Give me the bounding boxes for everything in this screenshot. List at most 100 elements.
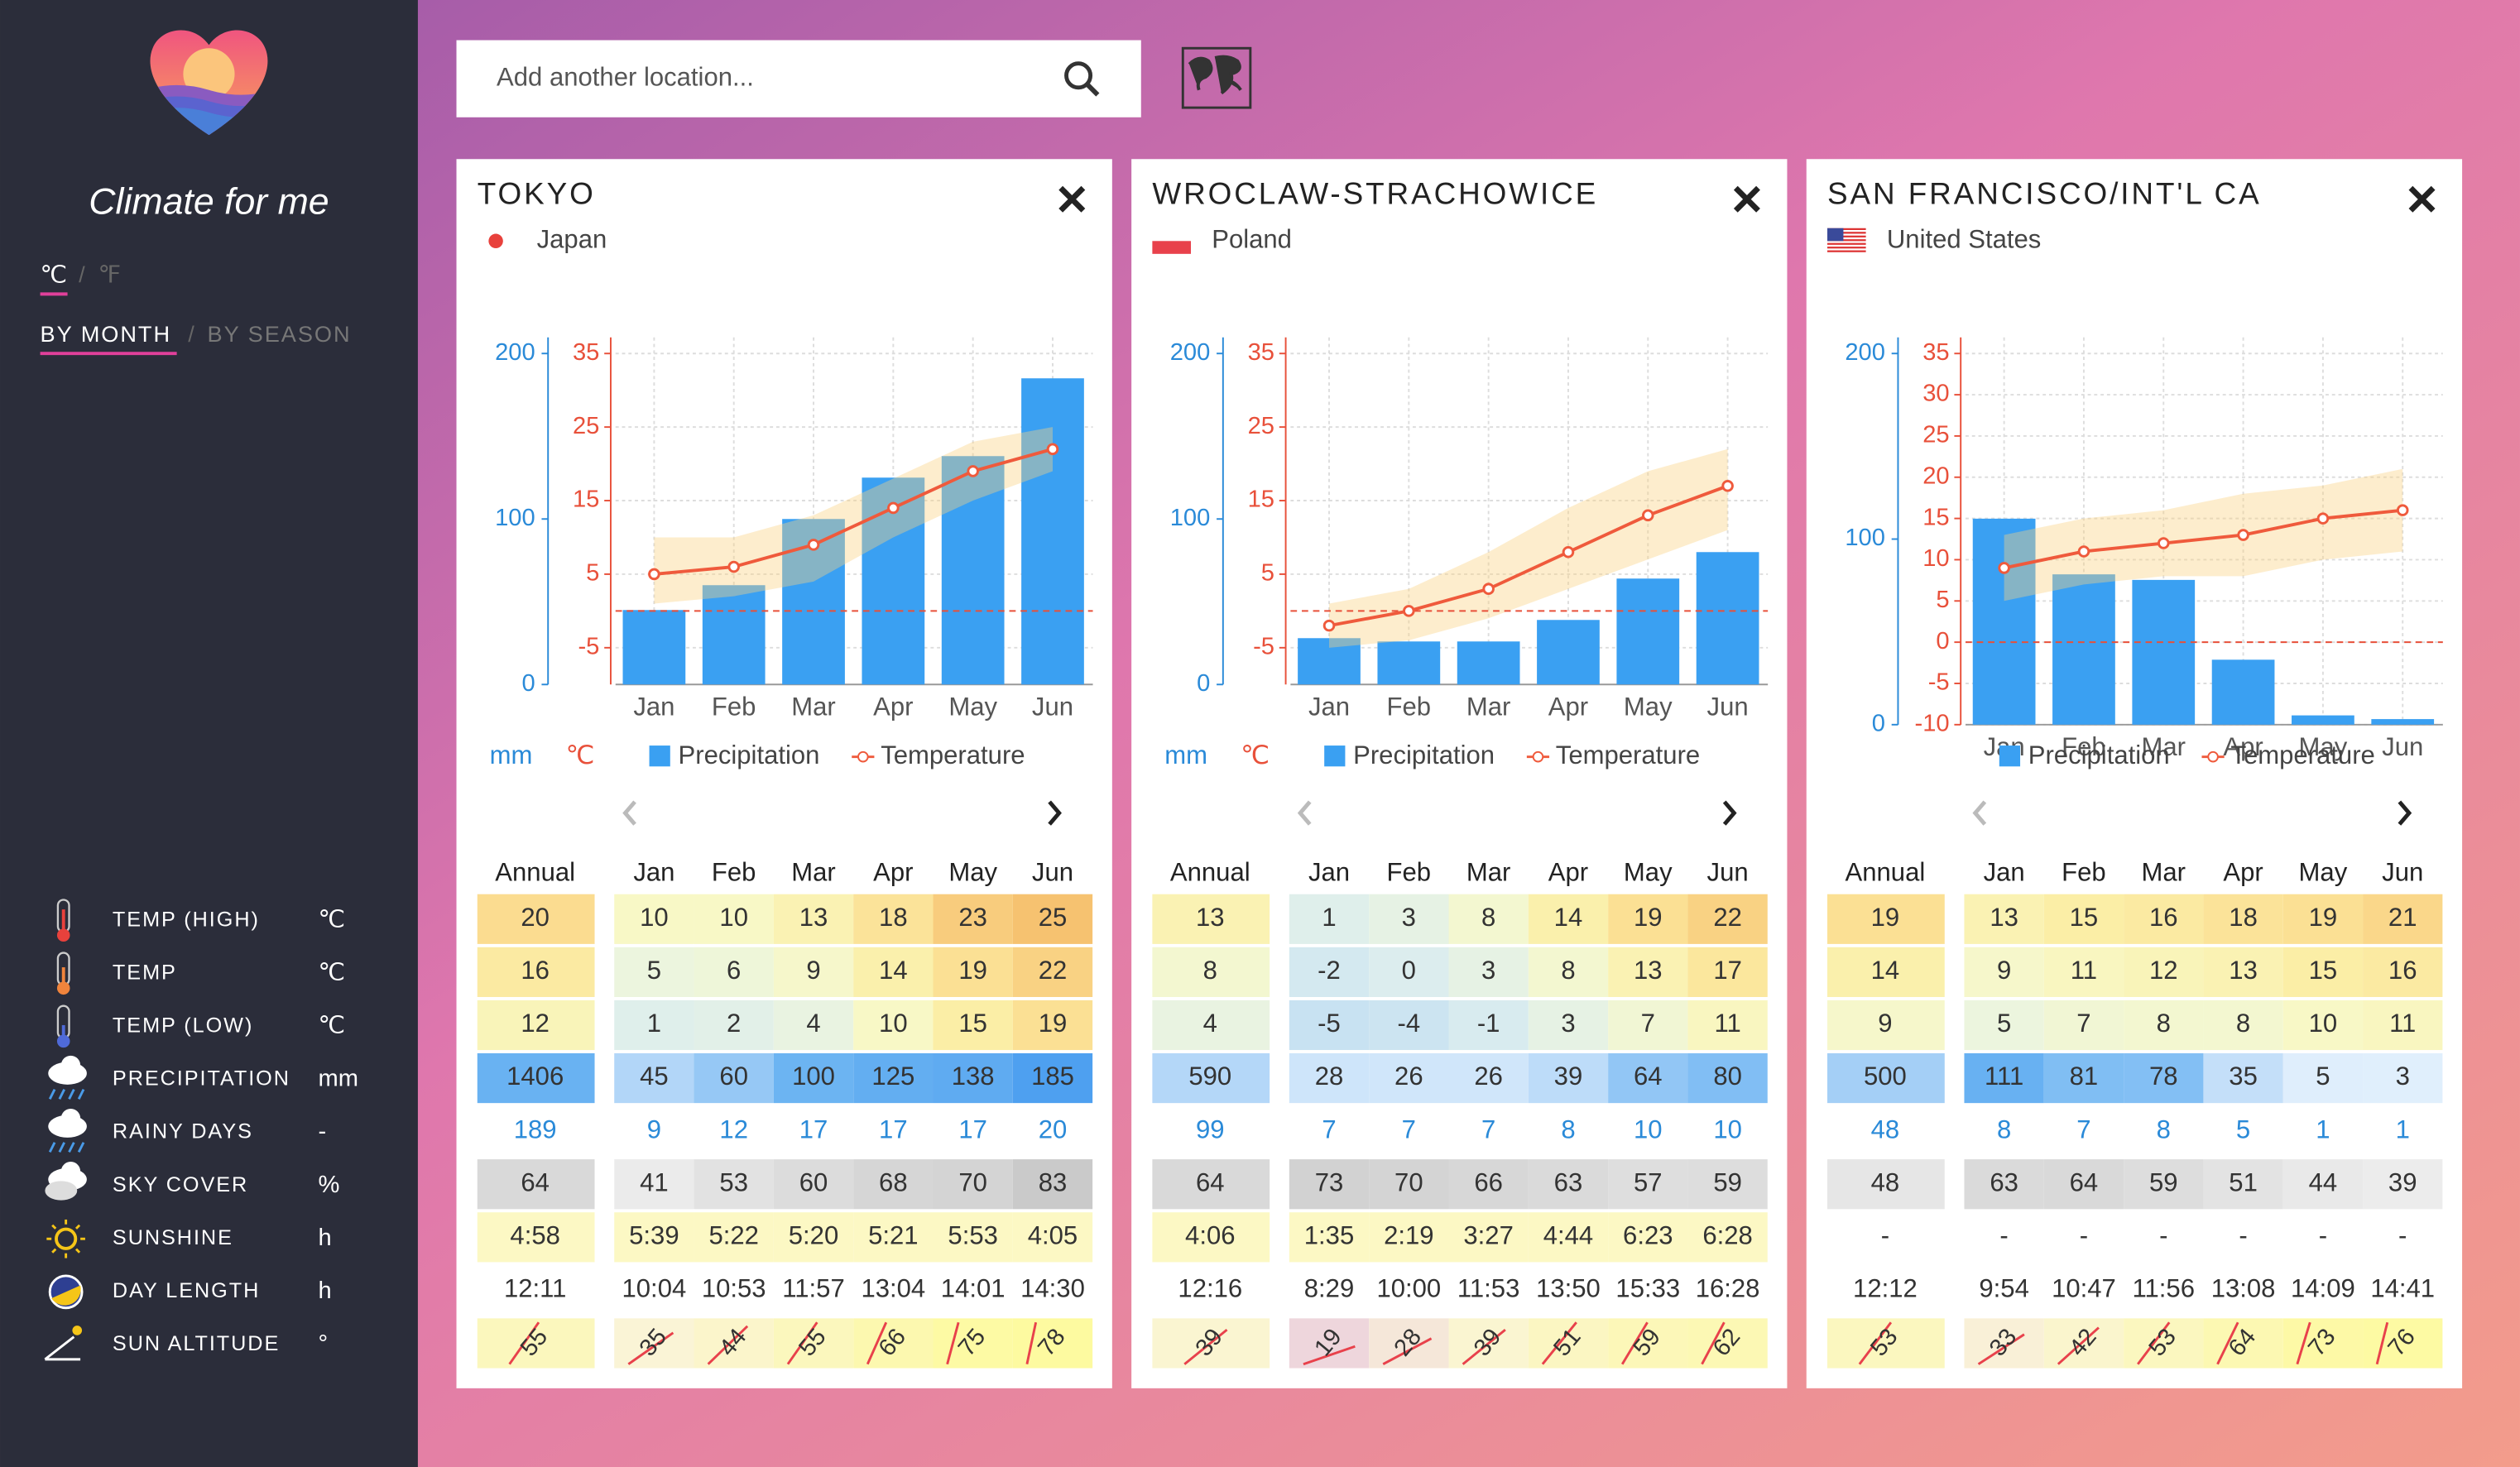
cell-value: 15 (958, 1009, 987, 1038)
cell-value: 59 (1713, 1167, 1742, 1196)
flag (1152, 241, 1191, 254)
cell-value: 8 (1203, 956, 1217, 985)
temp-point (2396, 504, 2409, 516)
cell-value: 138 (952, 1062, 995, 1091)
icon (51, 1285, 81, 1306)
x-tick-label: Apr (873, 693, 913, 722)
precip-bar (1537, 620, 1600, 685)
temp-tick-label: 15 (1248, 487, 1274, 513)
cell-value: 26 (1474, 1062, 1503, 1091)
cell-value: 10 (640, 903, 669, 932)
cell-bg (2124, 1052, 2204, 1104)
precip-bar (2132, 579, 2196, 725)
cell-bg (2203, 1000, 2283, 1051)
cell-value: 17 (799, 1115, 828, 1143)
close-button[interactable] (1058, 185, 1086, 213)
precip-bar (1021, 378, 1084, 685)
prev-button[interactable] (1972, 800, 1987, 826)
cell-value: 14 (879, 956, 908, 985)
next-button[interactable] (1722, 800, 1737, 826)
legend-unit: ℃ (319, 960, 346, 986)
cell-bg (1964, 894, 2044, 944)
cell-value: 14:01 (941, 1274, 1006, 1303)
search-icon[interactable] (1064, 61, 1093, 90)
next-button[interactable] (2398, 800, 2412, 826)
temp-point (1046, 443, 1059, 456)
temp-tick-label: -5 (1928, 669, 1950, 696)
cell-value: 5:39 (629, 1221, 679, 1250)
temp-tick-label: 10 (1922, 545, 1949, 572)
prev-button[interactable] (622, 800, 636, 826)
legend-unit: - (319, 1119, 327, 1145)
cell-value: 19 (1634, 903, 1663, 932)
cell-value: 39 (1554, 1062, 1583, 1091)
legend-label: SKY COVER (113, 1173, 248, 1196)
unit-toggle[interactable]: ℃ (41, 262, 68, 289)
cell-bg (1369, 1000, 1449, 1051)
temp-point (1403, 605, 1415, 617)
cell-value: - (1881, 1221, 1889, 1250)
cell-bg (614, 947, 694, 997)
unit-toggle[interactable]: ℉ (98, 262, 121, 289)
close-button[interactable] (2408, 185, 2436, 213)
cell-value: 19 (2309, 903, 2338, 932)
cell-bg (1827, 1318, 1945, 1369)
cell-bg (2124, 947, 2204, 997)
cell-value: 21 (2388, 903, 2417, 932)
cell-value: 11 (2071, 956, 2097, 985)
legend-unit: % (319, 1172, 340, 1198)
cell-value: 23 (958, 903, 987, 932)
cell-value: 45 (640, 1062, 669, 1091)
search-icon[interactable] (1085, 82, 1100, 97)
cell-bg (2282, 894, 2364, 944)
sun-angle (1701, 1321, 1726, 1365)
flag (1827, 242, 1866, 245)
temp-point (1482, 582, 1495, 595)
cell-bg (694, 1159, 774, 1210)
precip-tick-label: 0 (1197, 670, 1210, 697)
column-header: Jan (1984, 858, 2025, 887)
precip-tick-label: 0 (521, 670, 535, 697)
temp-point (1642, 509, 1654, 522)
cell-value: 11 (1714, 1009, 1740, 1038)
cell-bg (1448, 1052, 1529, 1104)
precip-tick-label: 100 (495, 505, 535, 531)
map-button[interactable] (1181, 46, 1252, 109)
sun-angle (1541, 1321, 1577, 1365)
temp-tick-label: 25 (573, 413, 599, 439)
cell-bg (773, 1159, 854, 1210)
flag (1827, 228, 1866, 230)
temp-tick-label: 5 (1261, 560, 1274, 587)
legend-unit: ℃ (319, 1013, 346, 1039)
cell-value: 125 (871, 1062, 914, 1091)
cell-value: 10 (1713, 1115, 1742, 1143)
country-name: Japan (537, 224, 607, 253)
cell-value: 7 (2076, 1009, 2090, 1038)
view-toggle[interactable]: BY MONTH (41, 321, 171, 347)
x-tick-label: May (2299, 732, 2348, 761)
cell-value: 12 (521, 1009, 550, 1038)
cell-bg (773, 947, 854, 997)
next-button[interactable] (1048, 800, 1062, 826)
icon (60, 1108, 81, 1129)
legend-swatch (2207, 750, 2219, 763)
cell-value: 4:58 (510, 1221, 559, 1250)
cell-bg (1369, 1052, 1449, 1104)
prev-button[interactable] (1297, 800, 1312, 826)
cell-bg (694, 1318, 774, 1369)
cell-bg (1608, 1052, 1688, 1104)
view-toggle[interactable]: BY SEASON (208, 321, 352, 347)
cell-value: 8 (2236, 1009, 2250, 1038)
cell-value: 14:41 (2370, 1274, 2435, 1303)
search-box[interactable] (456, 40, 1141, 117)
cell-bg (1687, 1052, 1768, 1104)
precip-bar (622, 610, 686, 685)
search-input[interactable]: Add another location... (497, 62, 754, 91)
temp-range-band (1329, 448, 1728, 648)
sun-angle (508, 1321, 540, 1365)
cell-bg (853, 1000, 934, 1051)
column-header: Annual (495, 858, 575, 887)
icon (72, 1326, 83, 1335)
close-button[interactable] (1733, 185, 1760, 213)
